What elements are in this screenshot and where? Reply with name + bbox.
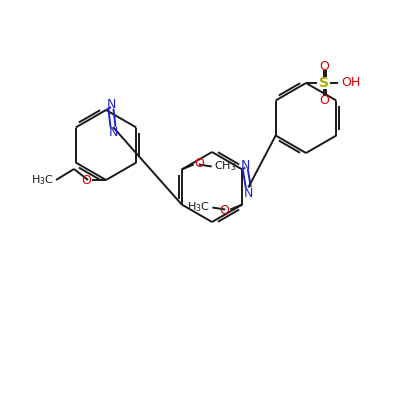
Text: N: N — [241, 159, 250, 172]
Text: N: N — [244, 187, 253, 200]
Text: O: O — [81, 174, 91, 186]
Text: O: O — [220, 204, 229, 217]
Text: O: O — [319, 94, 329, 106]
Text: CH$_3$: CH$_3$ — [214, 160, 236, 174]
Text: H$_3$C: H$_3$C — [31, 173, 54, 187]
Text: O: O — [319, 60, 329, 72]
Text: S: S — [319, 76, 329, 90]
Text: O: O — [195, 157, 204, 170]
Text: N: N — [108, 126, 118, 140]
Text: N: N — [106, 98, 116, 112]
Text: H$_3$C: H$_3$C — [187, 201, 210, 214]
Text: OH: OH — [341, 76, 360, 90]
